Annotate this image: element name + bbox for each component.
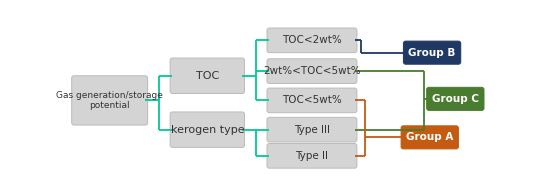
Text: Type II: Type II [295, 151, 329, 161]
Text: kerogen type: kerogen type [170, 125, 244, 135]
FancyBboxPatch shape [170, 58, 245, 93]
Text: 2wt%<TOC<5wt%: 2wt%<TOC<5wt% [263, 66, 361, 76]
FancyBboxPatch shape [401, 126, 458, 149]
Text: Gas generation/storage
potential: Gas generation/storage potential [56, 91, 163, 110]
FancyBboxPatch shape [427, 87, 484, 110]
FancyBboxPatch shape [72, 76, 148, 125]
FancyBboxPatch shape [267, 59, 357, 83]
Text: Group A: Group A [406, 132, 453, 142]
Text: Type III: Type III [294, 125, 330, 135]
FancyBboxPatch shape [267, 28, 357, 53]
Text: Group B: Group B [408, 48, 456, 58]
Text: Group C: Group C [432, 94, 479, 104]
FancyBboxPatch shape [403, 41, 461, 64]
FancyBboxPatch shape [267, 144, 357, 168]
FancyBboxPatch shape [267, 117, 357, 142]
FancyBboxPatch shape [267, 88, 357, 113]
FancyBboxPatch shape [170, 112, 245, 147]
Text: TOC: TOC [196, 71, 219, 81]
Text: TOC<5wt%: TOC<5wt% [282, 95, 342, 105]
Text: TOC<2wt%: TOC<2wt% [282, 35, 342, 45]
